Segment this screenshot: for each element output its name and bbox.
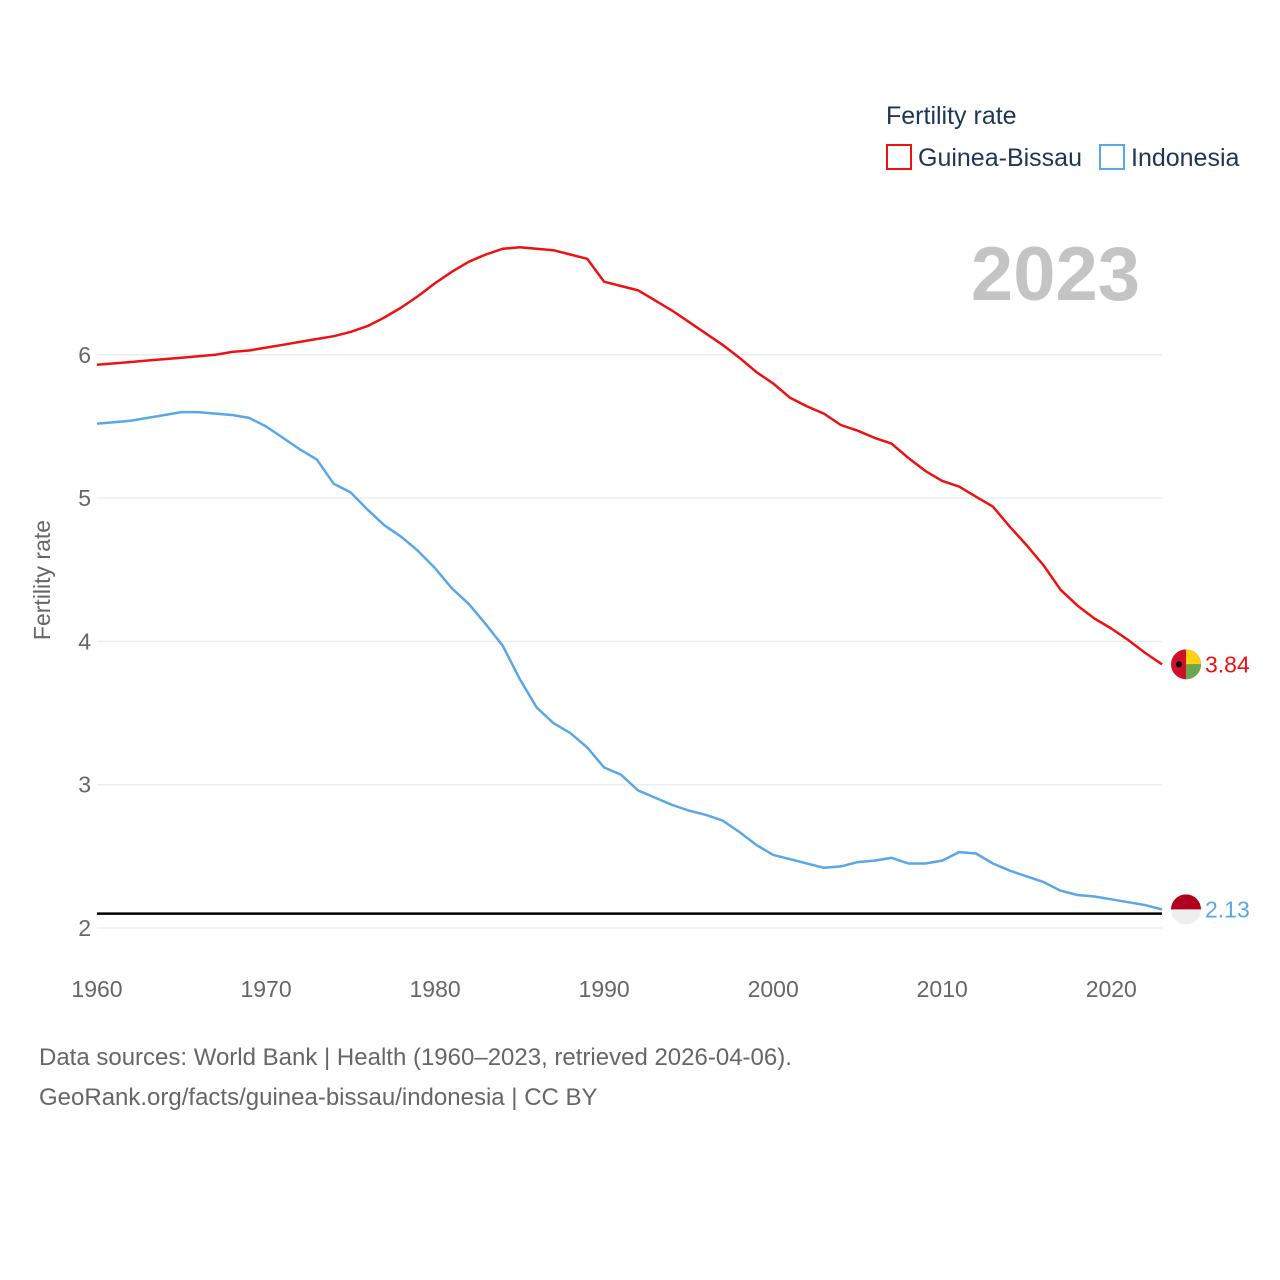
legend-item-guinea-bissau[interactable]: Guinea-Bissau — [886, 144, 1082, 172]
x-tick-label: 2000 — [748, 976, 799, 1002]
legend: Fertility rate Guinea-Bissau Indonesia — [886, 102, 1240, 172]
x-tick-label: 2010 — [917, 976, 968, 1002]
y-tick-label: 2 — [78, 915, 91, 941]
x-tick-label: 1990 — [579, 976, 630, 1002]
legend-item-indonesia[interactable]: Indonesia — [1099, 144, 1240, 172]
year-label: 2023 — [971, 232, 1140, 317]
x-tick-label: 1980 — [410, 976, 461, 1002]
end-value-label-guinea-bissau: 3.84 — [1205, 651, 1250, 677]
fertility-chart: 2 3 4 5 6 1960 1970 1980 1990 2000 2010 2020 Ferti… — [29, 102, 1250, 1002]
end-value-label-indonesia: 2.13 — [1205, 896, 1250, 922]
series-line-guinea-bissau — [96, 246, 1163, 666]
footer-sources: Data sources: World Bank | Health (1960–… — [39, 1044, 792, 1071]
x-tick-label: 1970 — [240, 976, 291, 1002]
legend-label-indonesia: Indonesia — [1131, 144, 1240, 172]
x-tick-label: 2020 — [1086, 976, 1137, 1002]
legend-title: Fertility rate — [886, 102, 1017, 130]
y-axis-label: Fertility rate — [29, 520, 55, 640]
series-line-indonesia — [96, 410, 1163, 911]
legend-label-guinea-bissau: Guinea-Bissau — [918, 144, 1082, 172]
series-lines — [96, 246, 1163, 911]
legend-swatch-guinea-bissau — [886, 144, 912, 170]
y-tick-label: 6 — [78, 342, 91, 368]
footer-attribution[interactable]: GeoRank.org/facts/guinea-bissau/indonesi… — [39, 1084, 598, 1111]
y-tick-label: 4 — [78, 628, 91, 654]
y-axis-ticks: 2 3 4 5 6 — [78, 342, 91, 941]
guinea-bissau-flag-icon — [1171, 649, 1201, 680]
x-axis-ticks: 1960 1970 1980 1990 2000 2010 2020 — [71, 976, 1136, 1002]
y-tick-label: 5 — [78, 485, 91, 511]
indonesia-flag-icon — [1171, 894, 1201, 925]
legend-swatch-indonesia — [1099, 144, 1125, 170]
end-markers: 3.84 2.13 — [1171, 649, 1250, 925]
y-tick-label: 3 — [78, 772, 91, 798]
gridlines — [97, 354, 1162, 929]
x-tick-label: 1960 — [71, 976, 122, 1002]
